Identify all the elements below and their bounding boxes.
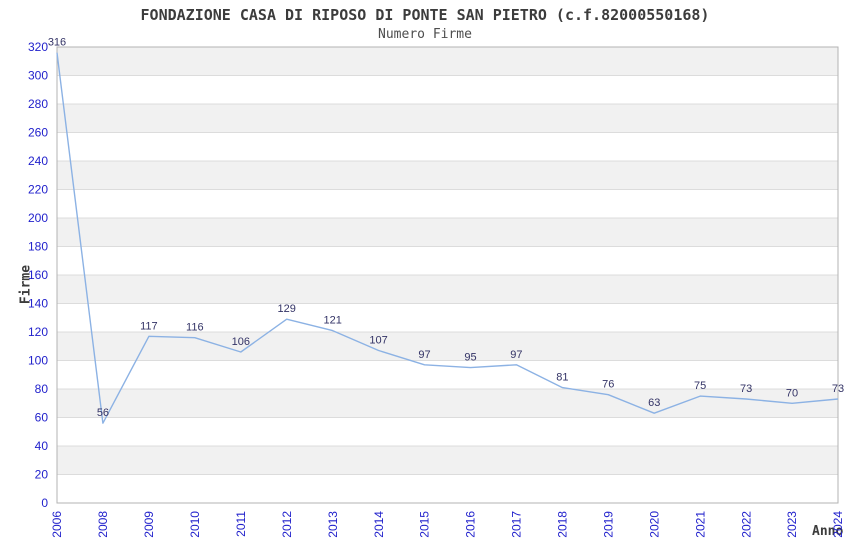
data-label: 117	[140, 320, 158, 332]
grid-band	[57, 161, 838, 190]
grid-band	[57, 218, 838, 247]
y-tick-label: 80	[35, 382, 49, 396]
y-tick-label: 260	[28, 126, 48, 140]
x-tick-label: 2023	[785, 511, 799, 538]
data-label: 76	[602, 379, 614, 391]
data-label: 316	[48, 37, 66, 49]
y-tick-label: 220	[28, 183, 48, 197]
grid-band	[57, 104, 838, 133]
y-tick-label: 240	[28, 154, 48, 168]
grid-band	[57, 47, 838, 76]
plot-border	[56, 46, 839, 504]
data-label: 75	[694, 380, 706, 392]
y-tick-label: 300	[28, 69, 48, 83]
x-tick-label: 2012	[280, 511, 294, 538]
x-tick-label: 2014	[372, 511, 386, 538]
grid-band	[57, 189, 838, 218]
y-tick-label: 40	[35, 439, 49, 453]
y-tick-label: 0	[41, 496, 48, 510]
data-label: 56	[97, 407, 109, 419]
x-tick-label: 2022	[739, 511, 753, 538]
x-tick-label: 2019	[601, 511, 615, 538]
data-label: 129	[278, 303, 296, 315]
grid-band	[57, 332, 838, 361]
data-label: 81	[556, 372, 568, 384]
grid-band	[57, 446, 838, 475]
y-tick-label: 100	[28, 354, 48, 368]
y-tick-label: 20	[35, 468, 49, 482]
grid-band	[57, 360, 838, 389]
data-label: 121	[323, 315, 341, 327]
y-tick-label: 200	[28, 211, 48, 225]
grid-band	[57, 389, 838, 418]
y-tick-label: 160	[28, 268, 48, 282]
chart-title: FONDAZIONE CASA DI RIPOSO DI PONTE SAN P…	[140, 6, 710, 24]
x-tick-label: 2009	[142, 511, 156, 538]
grid-band	[57, 246, 838, 275]
x-tick-label: 2011	[234, 511, 248, 537]
x-tick-label: 2016	[464, 511, 478, 538]
data-label: 73	[740, 383, 752, 395]
data-label: 106	[232, 336, 250, 348]
x-tick-label: 2020	[647, 511, 661, 538]
x-tick-label: 2008	[96, 511, 110, 538]
x-tick-label: 2006	[50, 511, 64, 538]
data-label: 107	[369, 335, 387, 347]
y-tick-label: 180	[28, 240, 48, 254]
data-label: 73	[832, 383, 844, 395]
data-label: 116	[186, 322, 204, 334]
x-tick-label: 2021	[693, 511, 707, 538]
data-label: 70	[786, 387, 798, 399]
y-tick-label: 120	[28, 325, 48, 339]
x-tick-label: 2013	[326, 511, 340, 538]
chart-subtitle: Numero Firme	[378, 27, 472, 42]
x-tick-label: 2010	[188, 511, 202, 538]
grid-band	[57, 417, 838, 446]
grid-band	[57, 474, 838, 503]
data-label: 95	[464, 352, 476, 364]
grid-band	[57, 132, 838, 161]
x-tick-label: 2017	[510, 511, 524, 538]
data-line	[56, 52, 839, 424]
x-axis-title: Anno	[812, 524, 844, 539]
x-tick-label: 2018	[556, 511, 570, 538]
grid-band	[57, 275, 838, 304]
y-tick-label: 140	[28, 297, 48, 311]
data-label: 63	[648, 397, 660, 409]
y-tick-label: 60	[35, 411, 49, 425]
grid-band	[57, 303, 838, 332]
y-tick-label: 320	[28, 40, 48, 54]
y-tick-label: 280	[28, 97, 48, 111]
x-tick-label: 2015	[418, 511, 432, 538]
grid-band	[57, 75, 838, 104]
x-tick-label: 2024	[831, 511, 845, 538]
data-label: 97	[418, 349, 430, 361]
data-label: 97	[510, 349, 522, 361]
